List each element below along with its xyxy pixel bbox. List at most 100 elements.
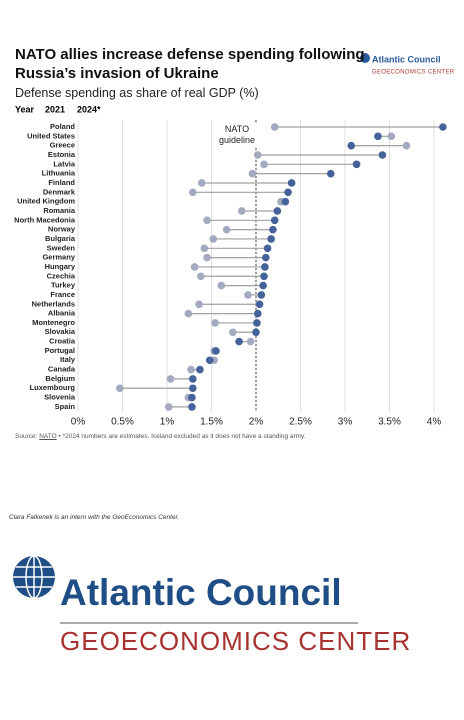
footer-logo-name: Atlantic Council [60, 572, 342, 613]
dot [284, 188, 292, 197]
dot [200, 244, 209, 253]
dot [267, 235, 275, 243]
category-label: Germany [42, 253, 75, 262]
category-label: Greece [50, 141, 75, 150]
globe-lines [13, 555, 55, 599]
dot [184, 309, 193, 318]
x-tick-label: 1.5% [200, 417, 223, 428]
chart-subtitle: Defense spending as share of real GDP (%… [15, 86, 259, 100]
dot [229, 328, 237, 337]
dot [187, 365, 195, 374]
x-tick-label: 0% [71, 417, 86, 428]
category-label: Bulgaria [45, 234, 76, 243]
dot [188, 393, 196, 402]
dot [259, 281, 267, 290]
category-label: Montenegro [32, 318, 75, 327]
dot [273, 207, 282, 215]
legend-entry: 2021 [45, 104, 65, 114]
credit: Clara Falkenek is an intern with the Geo… [9, 514, 180, 521]
dot [281, 197, 290, 206]
dot [189, 384, 197, 393]
category-label: Luxembourg [30, 383, 76, 392]
source-prefix: Source: [15, 433, 38, 440]
reference-label: NATO guideline [212, 124, 262, 146]
dot [209, 235, 218, 243]
dot [166, 375, 175, 383]
dot [222, 225, 231, 234]
category-label: Croatia [49, 337, 76, 346]
dot [205, 356, 214, 365]
category-label: Norway [48, 225, 76, 234]
dot [116, 384, 124, 393]
x-tick-label: 2% [249, 417, 264, 428]
category-label: Czechia [47, 271, 76, 280]
dot [164, 403, 173, 411]
x-tick-label: 4% [427, 417, 442, 428]
x-tick-label: 2.5% [289, 417, 312, 428]
dot [263, 244, 272, 253]
dot [352, 160, 361, 169]
dot [195, 300, 203, 309]
x-tick-label: 0.5% [111, 417, 134, 428]
dot [244, 291, 252, 299]
legend-entry: 2024* [77, 104, 101, 114]
header-logo-name: Atlantic Council [372, 54, 441, 64]
dot [270, 123, 279, 131]
category-label: Denmark [43, 187, 76, 196]
category-label: Poland [50, 122, 75, 131]
dot [261, 263, 269, 271]
source: Source: NATO • *2024 numbers are estimat… [15, 433, 306, 440]
category-label: France [50, 290, 75, 299]
dot [212, 347, 220, 355]
dot [260, 272, 268, 281]
dot [387, 132, 396, 141]
dot [190, 263, 199, 271]
category-label: Romania [43, 206, 76, 215]
dot [260, 160, 268, 169]
dot [253, 319, 261, 327]
source-link[interactable]: NATO [39, 433, 57, 440]
dot [287, 179, 296, 187]
dot [347, 141, 356, 150]
category-label: Slovenia [44, 393, 76, 402]
dot [261, 253, 270, 262]
dot [196, 365, 204, 374]
category-label: Sweden [47, 243, 76, 252]
source-note: • *2024 numbers are estimates. Iceland e… [58, 433, 306, 440]
x-tick-label: 3% [338, 417, 353, 428]
dot [252, 328, 260, 337]
dot [257, 291, 266, 299]
dot [378, 151, 387, 159]
category-label: Latvia [53, 159, 76, 168]
dot [253, 309, 262, 318]
dot [211, 319, 219, 327]
dot [374, 132, 382, 141]
dot [217, 281, 226, 290]
category-label: Italy [60, 355, 76, 364]
category-label: Portugal [45, 346, 75, 355]
dot [253, 151, 262, 159]
dot [326, 169, 335, 178]
category-label: United States [27, 131, 75, 140]
category-label: Lithuania [42, 169, 76, 178]
legend-title: Year [15, 104, 35, 114]
dot [246, 337, 255, 346]
header-logo-center: GEOECONOMICS CENTER [372, 70, 455, 76]
dot [248, 169, 257, 178]
footer-logo-center: GEOECONOMICS CENTER [60, 626, 411, 656]
dot [235, 337, 243, 346]
dot [188, 403, 196, 411]
category-label: Spain [55, 402, 76, 411]
dot [270, 216, 279, 225]
category-label: Turkey [51, 281, 76, 290]
category-label: Belgium [45, 374, 75, 383]
category-label: Slovakia [45, 327, 76, 336]
x-tick-label: 3.5% [378, 417, 401, 428]
chart-title: NATO allies increase defense spending fo… [15, 46, 365, 82]
category-label: Canada [48, 365, 76, 374]
category-label: North Macedonia [14, 215, 76, 224]
dot [197, 179, 206, 187]
x-tick-label: 1% [160, 417, 175, 428]
